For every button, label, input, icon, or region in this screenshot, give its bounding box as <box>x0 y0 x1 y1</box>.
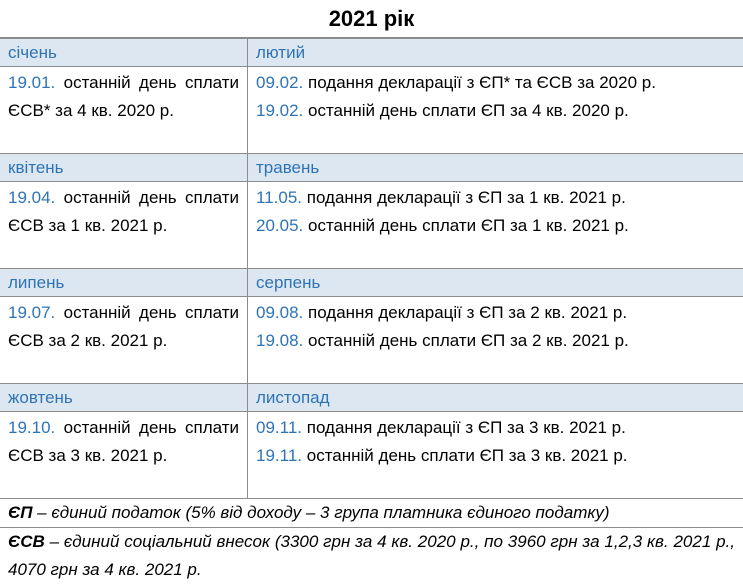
deadline-date: 09.08. <box>256 303 304 322</box>
deadline-entry: 19.10. останній день сплати ЄСВ за 3 кв.… <box>8 414 239 470</box>
deadline-entry: 19.04. останній день сплати ЄСВ за 1 кв.… <box>8 184 239 240</box>
footnote-esv: ЄСВ – єдиний соціальний внесок (3300 грн… <box>0 528 743 584</box>
footnote-ep-abbr: ЄП <box>8 503 33 522</box>
deadline-date: 19.02. <box>256 101 304 120</box>
deadline-text: останній день сплати ЄСВ* за 4 кв. 2020 … <box>8 73 239 120</box>
deadline-text: останній день сплати ЄП за 2 кв. 2021 р. <box>308 331 629 350</box>
deadline-entry: 09.02. подання декларації з ЄП* та ЄСВ з… <box>256 69 735 97</box>
deadline-text: останній день сплати ЄП за 3 кв. 2021 р. <box>306 446 628 465</box>
deadline-date: 19.11. <box>256 446 303 465</box>
deadline-entry: 19.11. останній день сплати ЄП за 3 кв. … <box>256 442 735 470</box>
deadline-entry: 09.11. подання декларації з ЄП за 3 кв. … <box>256 414 735 442</box>
deadline-list: 19.01. останній день сплати ЄСВ* за 4 кв… <box>0 67 247 153</box>
month-name: січень <box>0 38 247 67</box>
footnote-esv-text: – єдиний соціальний внесок (3300 грн за … <box>8 532 735 579</box>
deadline-list: 09.08. подання декларації з ЄП за 2 кв. … <box>248 297 743 383</box>
deadline-date: 19.04. <box>8 188 56 207</box>
deadline-date: 19.10. <box>8 418 56 437</box>
deadline-date: 19.01. <box>8 73 56 92</box>
deadline-text: останній день сплати ЄП за 1 кв. 2021 р. <box>308 216 629 235</box>
month-name: серпень <box>248 268 743 297</box>
deadline-date: 09.11. <box>256 418 303 437</box>
deadline-date: 11.05. <box>256 188 303 207</box>
deadline-date: 09.02. <box>256 73 304 92</box>
month-name: липень <box>0 268 247 297</box>
deadline-text: останній день сплати ЄСВ за 3 кв. 2021 р… <box>8 418 239 465</box>
deadline-text: подання декларації з ЄП за 3 кв. 2021 р. <box>306 418 626 437</box>
footnote-ep-text: – єдиний податок (5% від доходу – 3 груп… <box>32 503 610 522</box>
deadline-list: 09.02. подання декларації з ЄП* та ЄСВ з… <box>248 67 743 153</box>
deadline-text: останній день сплати ЄП за 4 кв. 2020 р. <box>308 101 629 120</box>
calendar-table: січень лютий 19.01. останній день сплати Є… <box>0 38 743 498</box>
deadline-text: подання декларації з ЄП за 2 кв. 2021 р. <box>308 303 628 322</box>
deadline-entry: 09.08. подання декларації з ЄП за 2 кв. … <box>256 299 735 327</box>
deadline-list: 09.11. подання декларації з ЄП за 3 кв. … <box>248 412 743 498</box>
footnote-ep: ЄП – єдиний податок (5% від доходу – 3 г… <box>0 499 743 528</box>
deadline-entry: 19.07. останній день сплати ЄСВ за 2 кв.… <box>8 299 239 355</box>
month-content-row: 19.01. останній день сплати ЄСВ* за 4 кв… <box>0 67 743 153</box>
deadline-entry: 19.08. останній день сплати ЄП за 2 кв. … <box>256 327 735 355</box>
month-name: травень <box>248 153 743 182</box>
month-name: жовтень <box>0 383 247 412</box>
deadline-date: 19.07. <box>8 303 56 322</box>
month-header-row: квітень травень <box>0 153 743 182</box>
deadline-date: 20.05. <box>256 216 304 235</box>
footnote-esv-abbr: ЄСВ <box>8 532 45 551</box>
deadline-list: 11.05. подання декларації з ЄП за 1 кв. … <box>248 182 743 268</box>
month-name: листопад <box>248 383 743 412</box>
deadline-text: останній день сплати ЄСВ за 1 кв. 2021 р… <box>8 188 239 235</box>
month-content-row: 19.10. останній день сплати ЄСВ за 3 кв.… <box>0 412 743 498</box>
deadline-text: останній день сплати ЄСВ за 2 кв. 2021 р… <box>8 303 239 350</box>
deadline-entry: 19.01. останній день сплати ЄСВ* за 4 кв… <box>8 69 239 125</box>
month-header-row: липень серпень <box>0 268 743 297</box>
month-name: квітень <box>0 153 247 182</box>
month-header-row: січень лютий <box>0 38 743 67</box>
deadline-date: 19.08. <box>256 331 304 350</box>
deadline-text: подання декларації з ЄП за 1 кв. 2021 р. <box>306 188 626 207</box>
month-name: лютий <box>248 38 743 67</box>
deadline-list: 19.10. останній день сплати ЄСВ за 3 кв.… <box>0 412 247 498</box>
footnotes: ЄП – єдиний податок (5% від доходу – 3 г… <box>0 498 743 584</box>
month-header-row: жовтень листопад <box>0 383 743 412</box>
month-content-row: 19.07. останній день сплати ЄСВ за 2 кв.… <box>0 297 743 383</box>
deadline-entry: 11.05. подання декларації з ЄП за 1 кв. … <box>256 184 735 212</box>
deadline-entry: 20.05. останній день сплати ЄП за 1 кв. … <box>256 212 735 240</box>
deadline-text: подання декларації з ЄП* та ЄСВ за 2020 … <box>308 73 656 92</box>
deadline-list: 19.04. останній день сплати ЄСВ за 1 кв.… <box>0 182 247 268</box>
month-content-row: 19.04. останній день сплати ЄСВ за 1 кв.… <box>0 182 743 268</box>
page-title: 2021 рік <box>0 0 743 38</box>
deadline-entry: 19.02. останній день сплати ЄП за 4 кв. … <box>256 97 735 125</box>
deadline-list: 19.07. останній день сплати ЄСВ за 2 кв.… <box>0 297 247 383</box>
